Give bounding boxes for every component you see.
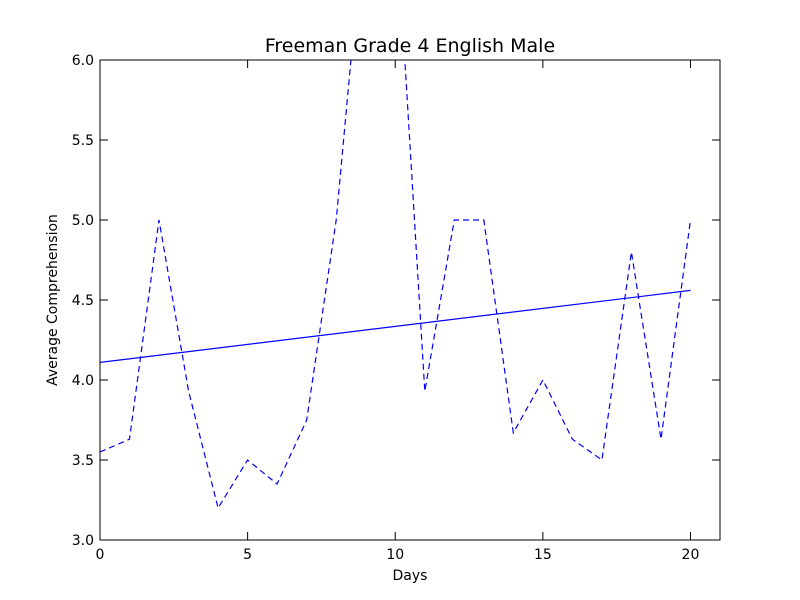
series-line-trend [100,289,691,363]
y-axis-label: Average Comprehension [45,214,61,386]
series-layer [100,60,692,510]
y-tick-label: 5.5 [72,133,94,149]
y-tick-label: 3.0 [72,533,94,549]
x-axis-label: Days [393,568,428,584]
y-tick-label: 4.0 [72,373,94,389]
x-tick-label: 15 [534,547,552,563]
y-tick-label: 4.5 [72,293,94,309]
tick-layer: 0 5 10 15 20 3.0 3.5 4.0 4.5 5.0 5.5 6.0 [72,53,720,563]
y-tick-label: 5.0 [72,213,94,229]
y-tick-label: 6.0 [72,53,94,69]
x-tick-label: 5 [243,547,252,563]
x-tick-label: 20 [682,547,700,563]
y-tick-label: 3.5 [72,453,94,469]
x-tick-label: 10 [386,547,404,563]
x-tick-label: 0 [96,547,105,563]
chart-title: Freeman Grade 4 English Male [265,35,555,57]
